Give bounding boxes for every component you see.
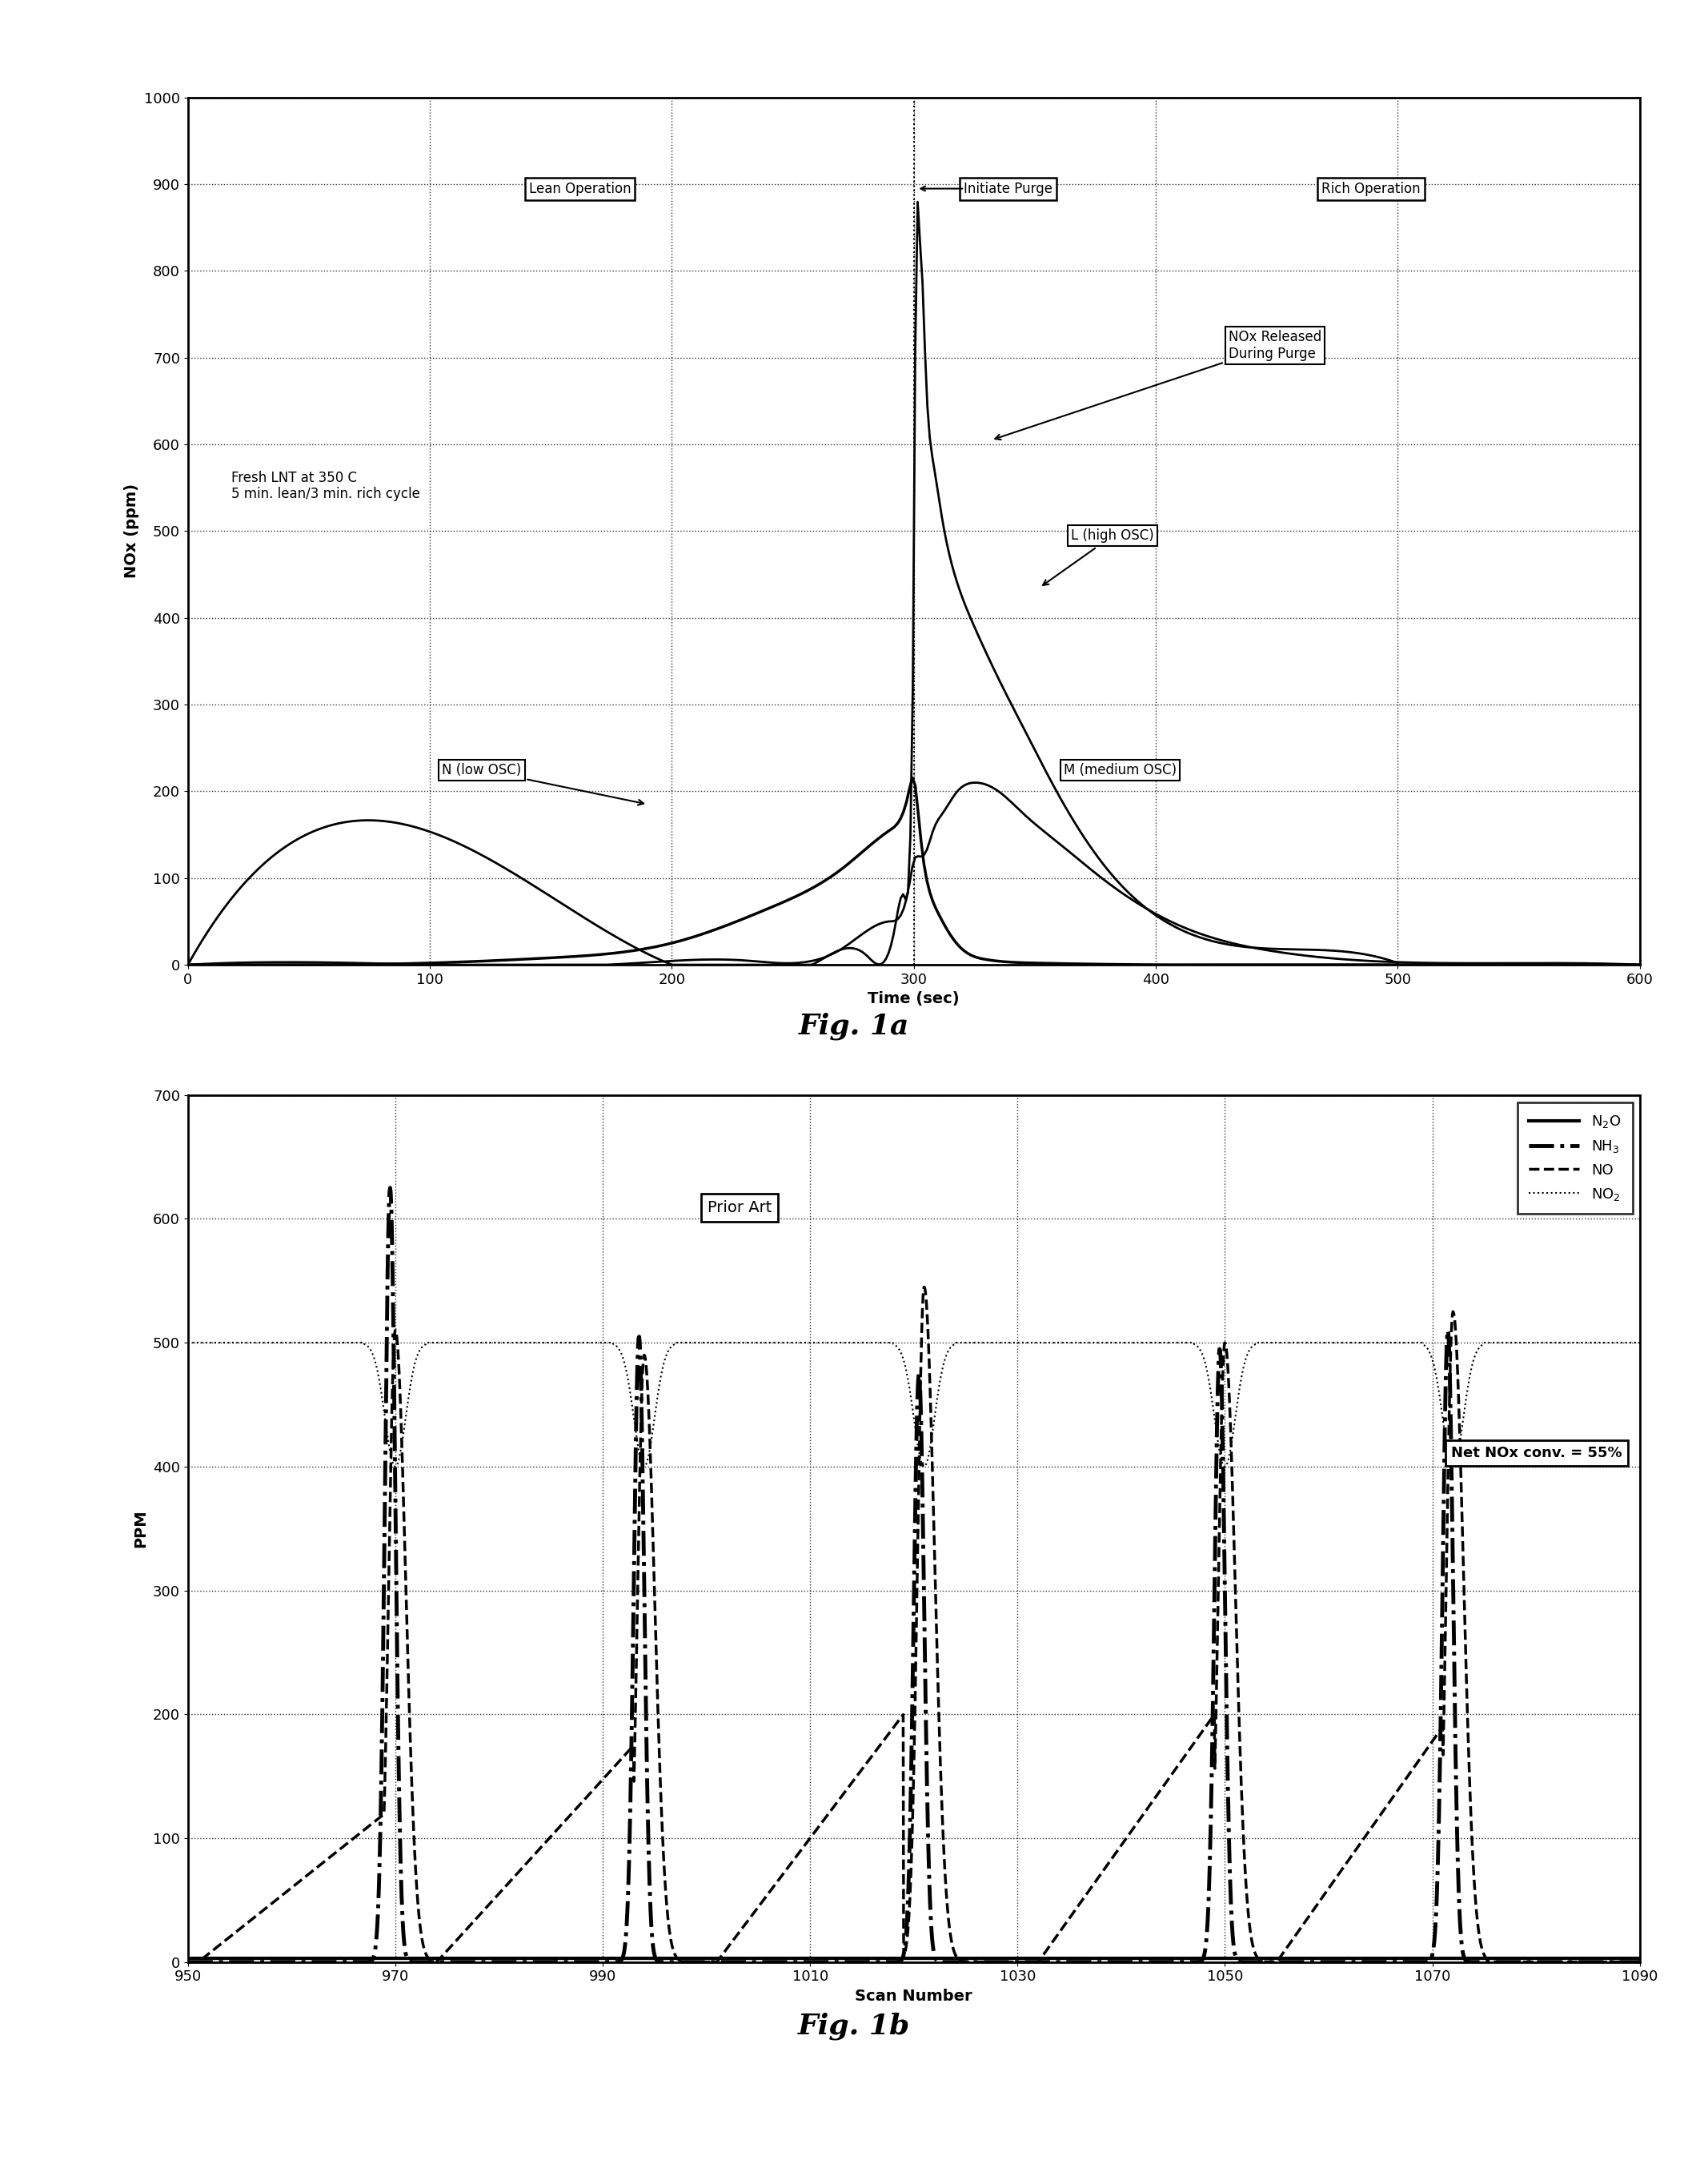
Text: Initiate Purge: Initiate Purge [963,182,1052,195]
Text: NOx Released
During Purge: NOx Released During Purge [996,330,1322,440]
Legend: N$_2$O, NH$_3$, NO, NO$_2$: N$_2$O, NH$_3$, NO, NO$_2$ [1517,1101,1633,1214]
Text: Fig. 1b: Fig. 1b [798,2012,910,2040]
Text: Rich Operation: Rich Operation [1322,182,1421,195]
Y-axis label: NOx (ppm): NOx (ppm) [125,483,140,579]
Text: Fresh LNT at 350 C
5 min. lean/3 min. rich cycle: Fresh LNT at 350 C 5 min. lean/3 min. ri… [231,470,420,501]
X-axis label: Time (sec): Time (sec) [868,991,960,1006]
Text: N (low OSC): N (low OSC) [442,763,644,804]
Text: Lean Operation: Lean Operation [529,182,630,195]
Text: L (high OSC): L (high OSC) [1044,529,1155,585]
Text: M (medium OSC): M (medium OSC) [1064,763,1177,776]
Text: Net NOx conv. = 55%: Net NOx conv. = 55% [1452,1446,1623,1461]
Text: Fig. 1a: Fig. 1a [799,1012,909,1041]
X-axis label: Scan Number: Scan Number [856,1988,972,2003]
Text: Prior Art: Prior Art [707,1199,772,1216]
Y-axis label: PPM: PPM [133,1509,149,1548]
